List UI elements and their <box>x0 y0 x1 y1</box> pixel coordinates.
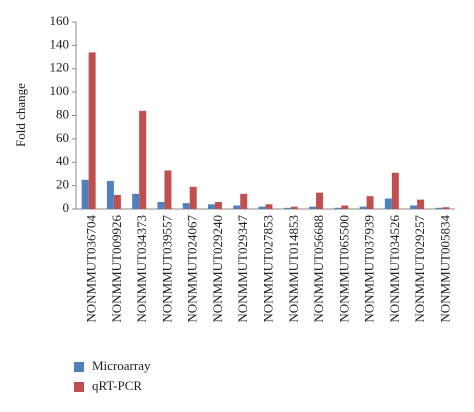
legend-swatch <box>74 362 84 372</box>
x-tick-label: NONMMUT034373 <box>134 215 149 323</box>
bar <box>417 199 425 209</box>
bar <box>366 196 374 209</box>
legend-label: qRT-PCR <box>92 378 142 393</box>
y-tick-label: 40 <box>56 153 69 168</box>
bar <box>132 193 140 209</box>
bar <box>391 172 399 209</box>
y-tick-label: 80 <box>56 106 69 121</box>
bar <box>106 180 114 209</box>
bar <box>265 204 273 209</box>
x-tick-label: NONMMUT037939 <box>362 215 377 323</box>
bar <box>81 179 89 209</box>
y-tick-label: 120 <box>50 60 70 75</box>
bar <box>164 170 172 209</box>
y-tick-label: 0 <box>63 200 70 215</box>
x-tick-label: NONMMUT024067 <box>185 215 200 323</box>
x-tick-label: NONMMUT056688 <box>311 215 326 323</box>
bar <box>258 206 266 209</box>
y-tick-label: 140 <box>50 36 70 51</box>
bar <box>316 192 324 209</box>
x-tick-label: NONMMUT027853 <box>260 215 275 323</box>
legend-label: Microarray <box>92 358 151 373</box>
bar <box>384 198 392 209</box>
bar <box>157 201 165 209</box>
bar <box>410 205 418 209</box>
bar <box>435 207 443 209</box>
y-tick-label: 20 <box>56 177 69 192</box>
bar <box>341 205 349 209</box>
bar <box>207 204 215 209</box>
bar <box>113 194 121 209</box>
y-tick-label: 160 <box>50 13 70 28</box>
y-tick-label: 60 <box>56 130 69 145</box>
x-tick-label: NONMMUT014853 <box>286 215 301 323</box>
bar <box>442 207 450 209</box>
bar <box>214 201 222 209</box>
bar <box>334 207 342 209</box>
bar <box>189 186 197 209</box>
x-tick-label: NONMMUT065500 <box>336 215 351 323</box>
bar <box>309 206 317 209</box>
bar <box>139 110 147 209</box>
x-tick-label: NONMMUT036704 <box>84 215 99 323</box>
x-tick-label: NONMMUT029240 <box>210 215 225 323</box>
bar <box>182 203 190 209</box>
bar <box>283 207 291 209</box>
bar <box>88 52 96 210</box>
legend-swatch <box>74 382 84 392</box>
bar <box>233 205 241 209</box>
x-tick-label: NONMMUT034526 <box>387 215 402 323</box>
x-tick-label: NONMMUT009926 <box>109 215 124 323</box>
y-tick-label: 100 <box>50 83 70 98</box>
x-tick-label: NONMMUT029257 <box>412 215 427 323</box>
y-axis-label: Fold change <box>13 83 28 147</box>
x-tick-label: NONMMUT005834 <box>437 215 452 323</box>
bar <box>359 206 367 209</box>
x-tick-label: NONMMUT039557 <box>159 215 174 323</box>
bar <box>240 193 248 209</box>
bar <box>290 206 298 209</box>
x-tick-label: NONMMUT029347 <box>235 215 250 323</box>
